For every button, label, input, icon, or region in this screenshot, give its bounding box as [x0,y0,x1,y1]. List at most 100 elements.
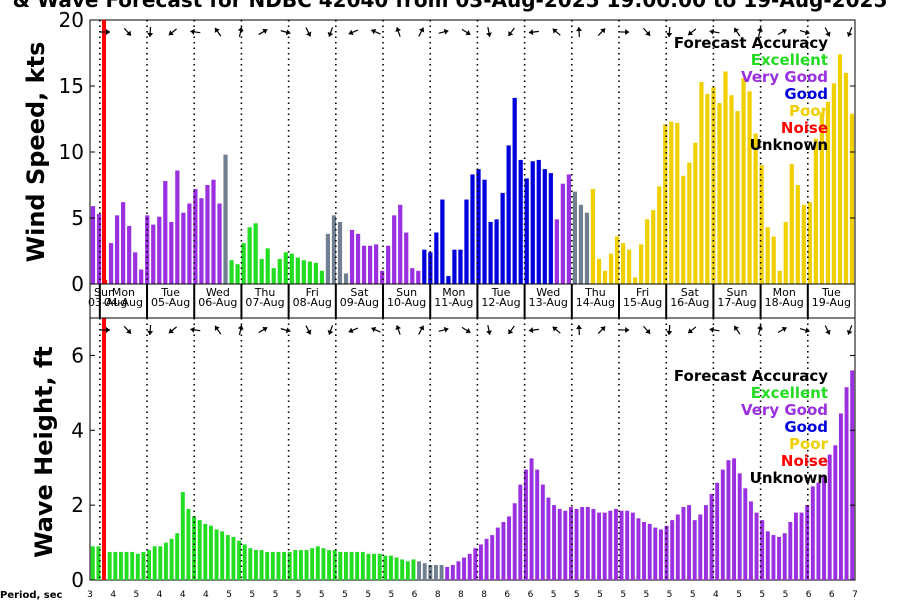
data-bar [657,186,662,284]
arrow-head [666,330,673,335]
data-bar [765,531,770,580]
data-bar [470,174,475,284]
data-bar [663,124,668,284]
period-value: 4 [203,590,209,600]
arrow-head [600,326,606,332]
data-bar [542,169,547,284]
direction-arrow [438,28,449,35]
direction-arrow [214,325,222,335]
data-bar [271,268,276,284]
arrow-head [825,329,831,335]
data-bar [729,95,734,285]
data-bar [495,527,500,580]
data-bar [187,203,192,284]
data-bar [705,93,710,284]
direction-arrow [190,28,201,35]
period-axis-label: Period, sec [0,590,63,600]
direction-arrow [799,29,810,36]
data-bar [410,268,415,284]
arrow-head [528,327,534,334]
data-bar [596,258,602,284]
direction-arrow [395,325,402,335]
y-tick-label: 0 [71,568,84,592]
arrow-head [348,29,354,36]
period-value: 4 [713,590,719,600]
period-value: 5 [296,590,302,600]
arrow-head [781,28,787,35]
data-bar [404,232,409,284]
data-bar [372,553,377,580]
direction-arrow [666,26,673,38]
data-bar [788,521,793,580]
day-name: Tue [491,286,511,299]
data-bar [681,175,686,284]
direction-arrow [846,325,853,335]
data-bar [163,181,168,284]
data-bar [670,520,675,580]
legend-title: Forecast Accuracy [674,367,828,385]
data-bar [488,221,493,284]
data-bar [135,553,140,580]
day-name: Sun [727,286,748,299]
arrow-head [688,30,694,36]
data-bar [737,473,742,580]
data-bar [546,497,551,580]
data-bar [574,508,579,580]
data-bar [524,178,529,284]
period-value: 5 [342,590,348,600]
arrow-head [327,329,334,335]
arrow-head [418,325,425,331]
period-value: 5 [644,590,650,600]
direction-arrow [237,324,244,336]
data-bar [720,469,725,580]
direction-arrow [576,324,583,336]
data-bar [386,245,391,284]
day-name: Sat [350,286,369,299]
data-bar [417,561,422,580]
data-bar [801,204,806,284]
direction-arrow [395,27,402,37]
data-bar [277,258,282,284]
arrow-head [734,27,740,33]
period-value: 5 [620,590,626,600]
data-bar [247,227,252,284]
data-bar [398,204,403,284]
data-bar [225,535,230,580]
data-bar [325,233,331,284]
day-date: 12-Aug [481,296,520,309]
data-bar [349,551,354,580]
direction-arrow [733,325,741,335]
data-bar [675,122,680,285]
data-bar [96,546,101,580]
arrow-head [126,30,132,36]
data-bar [151,224,156,284]
data-bar [276,551,281,580]
direction-arrow [327,27,334,37]
data-bar [287,551,292,580]
data-bar [199,198,204,284]
period-value: 4 [110,590,116,600]
data-bar [805,505,810,580]
data-bar [530,161,535,284]
arrow-head [418,27,425,33]
arrow-head [443,326,449,333]
data-bar [380,270,385,284]
data-bar [518,159,523,284]
data-bar [169,538,174,580]
legend-item: Very Good [741,401,828,419]
data-bar [253,223,258,284]
data-bar [337,221,343,284]
data-bar [192,516,197,580]
data-bar [422,563,427,580]
direction-arrow [687,28,697,36]
day-name: Sun [94,286,115,299]
data-bar [554,219,559,284]
data-bar [115,215,120,284]
arrow-head [262,326,268,333]
data-bar [844,387,849,580]
period-value: 5 [667,590,673,600]
period-value: 6 [829,590,835,600]
data-bar [512,97,517,284]
